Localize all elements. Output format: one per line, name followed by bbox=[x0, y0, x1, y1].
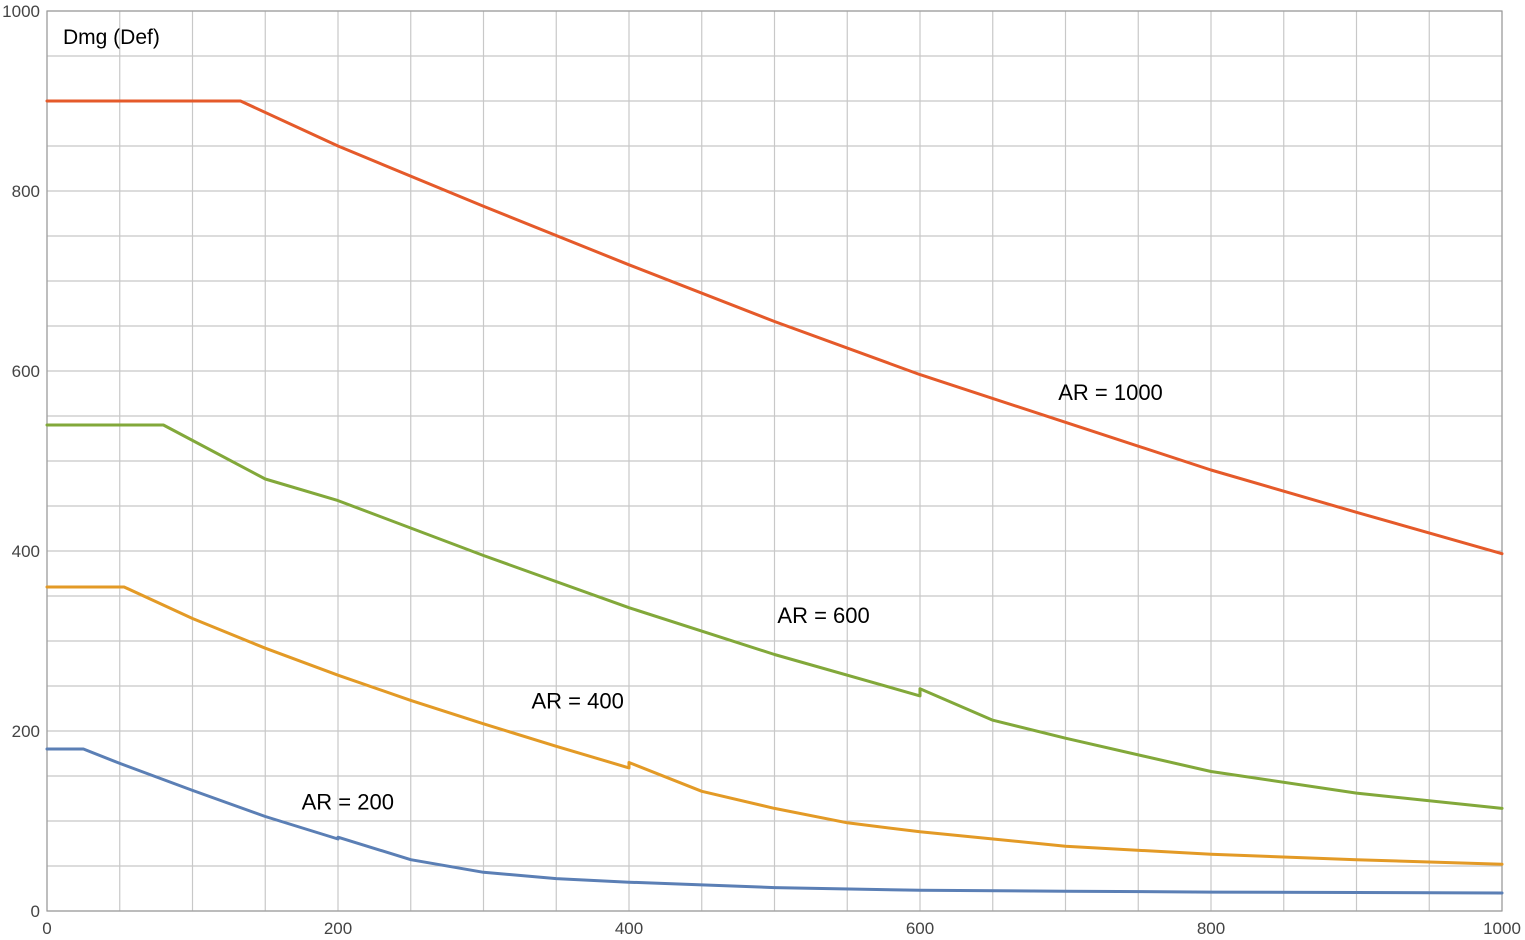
x-tick-label: 800 bbox=[1197, 919, 1225, 938]
series-line-ar-200 bbox=[45, 747, 1504, 895]
series-labels: AR = 200 AR = 400 AR = 600 AR = 1000 bbox=[302, 380, 1163, 815]
y-tick-label: 1000 bbox=[2, 2, 40, 21]
series-label-ar-1000: AR = 1000 bbox=[1058, 380, 1163, 405]
grid bbox=[46, 10, 1503, 912]
series-line-ar-400 bbox=[45, 585, 1504, 866]
series-label-ar-600: AR = 600 bbox=[777, 603, 869, 628]
series-label-ar-200: AR = 200 bbox=[302, 789, 394, 814]
series-line-ar-1000 bbox=[45, 99, 1504, 556]
x-tick-label: 200 bbox=[324, 919, 352, 938]
y-tick-label: 400 bbox=[12, 542, 40, 561]
x-tick-label: 1000 bbox=[1483, 919, 1521, 938]
series-label-ar-400: AR = 400 bbox=[532, 689, 624, 714]
y-axis-label: Dmg (Def) bbox=[63, 26, 160, 49]
plot-frame bbox=[46, 10, 1503, 912]
x-tick-label: 600 bbox=[906, 919, 934, 938]
x-tick-label: 400 bbox=[615, 919, 643, 938]
y-tick-label: 0 bbox=[31, 902, 40, 921]
series-lines bbox=[45, 99, 1504, 895]
y-tick-label: 200 bbox=[12, 722, 40, 741]
x-tick-label: 0 bbox=[42, 919, 51, 938]
series-line-ar-600 bbox=[45, 423, 1504, 810]
y-tick-label: 600 bbox=[12, 362, 40, 381]
y-tick-label: 800 bbox=[12, 182, 40, 201]
